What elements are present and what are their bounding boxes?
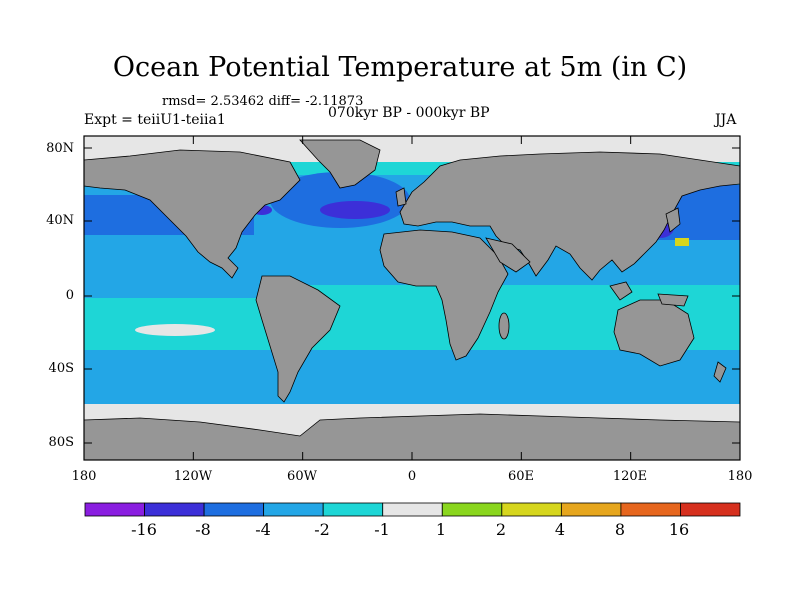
landmass-arabia [485, 237, 531, 273]
tropical-pacific-cool-band [84, 268, 284, 298]
period-label: 070kyr BP - 000kyr BP [328, 105, 490, 121]
lon-label-180w: 180 [71, 469, 97, 484]
landmass-greenland [299, 139, 381, 189]
season-label: JJA [715, 112, 737, 128]
landmass-new-guinea [657, 293, 689, 307]
colorbar-swatch [144, 502, 205, 517]
landmass-british-isles [395, 187, 407, 207]
colorbar-label: -8 [195, 520, 211, 539]
lon-label-180e: 180 [727, 469, 753, 484]
map-title: Ocean Potential Temperature at 5m (in C) [112, 52, 688, 83]
colorbar-swatch [501, 502, 562, 517]
landmass-borneo [609, 281, 633, 301]
lon-label-120w: 120W [173, 469, 213, 484]
experiment-label: Expt = teiiU1-teiia1 [84, 112, 226, 128]
landmass-australia [613, 299, 695, 367]
landmass-antarctica [84, 413, 740, 460]
colorbar-label: 8 [614, 520, 626, 539]
colorbar-label: -16 [131, 520, 157, 539]
lon-label-60w: 60W [287, 469, 317, 484]
colorbar [84, 502, 741, 517]
landmass-eurasia [399, 151, 740, 281]
lat-label-0: 0 [65, 288, 74, 303]
stats-label: rmsd= 2.53462 diff= -2.11873 [162, 94, 364, 109]
lon-label-120e: 120E [612, 469, 648, 484]
lat-label-80n: 80N [46, 141, 74, 156]
colorbar-label: 4 [554, 520, 566, 539]
colorbar-swatch [263, 502, 324, 517]
y-axis-ticks [84, 147, 740, 444]
pacific-warm-patch [675, 238, 689, 246]
colorbar-swatch [382, 502, 443, 517]
lat-label-80s: 80S [48, 435, 74, 450]
map-plot-area [84, 136, 740, 460]
colorbar-label: -2 [314, 520, 330, 539]
landmass-new-zealand [713, 361, 727, 383]
colorbar-swatch [680, 502, 741, 517]
lat-label-40s: 40S [48, 361, 74, 376]
landmass-south-america [255, 275, 341, 403]
colorbar-label: 2 [495, 520, 507, 539]
colorbar-swatch [84, 502, 145, 517]
landmass-japan [665, 207, 681, 233]
colorbar-label: -4 [255, 520, 271, 539]
colorbar-swatch [203, 502, 265, 517]
lon-label-0: 0 [407, 469, 417, 484]
colorbar-label: 1 [435, 520, 447, 539]
colorbar-swatch [441, 502, 503, 517]
southern-cool-band [84, 350, 740, 405]
south-pacific-gray-patch [135, 324, 215, 336]
colorbar-swatch [620, 502, 681, 517]
colorbar-label: 16 [668, 520, 690, 539]
lat-label-40n: 40N [46, 213, 74, 228]
landmass-africa [379, 229, 509, 361]
x-axis-ticks [83, 136, 741, 460]
north-atlantic-extreme-anomaly [320, 201, 390, 219]
landmass-madagascar [498, 312, 510, 340]
landmass-north-america [84, 149, 301, 279]
lon-label-60e: 60E [507, 469, 535, 484]
colorbar-label: -1 [374, 520, 390, 539]
colorbar-swatch [322, 502, 384, 517]
colorbar-swatch [560, 502, 622, 517]
